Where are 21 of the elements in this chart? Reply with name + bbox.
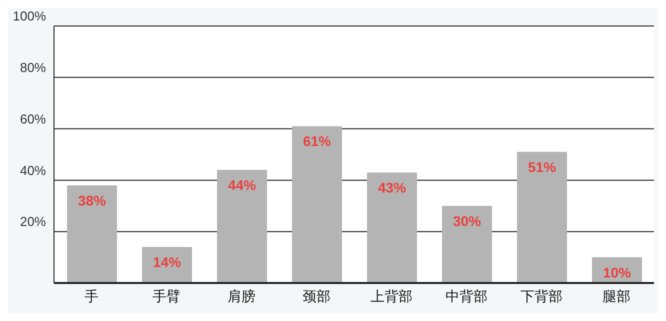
data-label: 51% [528,158,557,175]
x-tick-label: 手臂 [152,288,180,305]
data-label: 14% [152,254,182,270]
x-tick-label: 中背部 [446,288,488,305]
data-label: 43% [378,179,407,196]
data-label: 38% [78,192,107,208]
data-label: 61% [302,133,332,150]
x-tick-label: 颈部 [302,288,330,305]
x-tick-label: 下背部 [520,288,562,305]
x-tick-label: 上背部 [370,288,412,305]
x-tick-label: 肩膀 [228,288,256,305]
y-tick-label: 20% [20,214,46,230]
x-tick-label: 腿部 [602,288,630,305]
y-tick-label: 80% [20,60,46,76]
data-label: 10% [602,264,632,280]
data-label: 30% [452,212,482,229]
y-tick-label: 100% [12,8,46,24]
x-tick-label: 手 [84,288,98,305]
y-tick-label: 40% [20,162,46,178]
data-label: 44% [228,176,257,193]
y-tick-label: 60% [20,111,46,126]
